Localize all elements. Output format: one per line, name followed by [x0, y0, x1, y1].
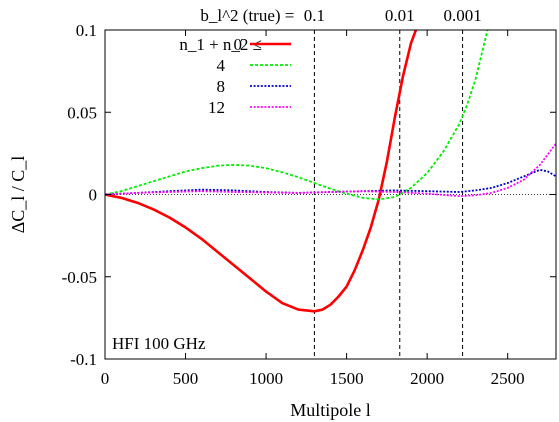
series-line-0 [105, 30, 418, 313]
y-tick-label-0: -0.1 [70, 350, 97, 369]
y-tick-label-2: 0 [89, 186, 98, 205]
x-tick-label-4: 2000 [410, 369, 444, 388]
series-line-4 [105, 30, 489, 201]
y-tick-label-1: -0.05 [62, 268, 97, 287]
series-line-12 [105, 142, 556, 198]
x-tick-label-1: 500 [173, 369, 199, 388]
legend-label-12: 12 [208, 98, 225, 117]
top-axis-label: b_l^2 (true) = [200, 6, 294, 25]
y-axis-label: ΔC_l / C_l [8, 156, 28, 234]
top-axis-tick-label-0: 0.1 [304, 6, 325, 25]
y-tick-label-3: 0.05 [67, 103, 97, 122]
series-line-8 [105, 168, 556, 196]
y-tick-label-4: 0.1 [76, 21, 97, 40]
top-axis-tick-label-2: 0.001 [443, 6, 481, 25]
x-tick-label-3: 1500 [330, 369, 364, 388]
series-group [105, 30, 556, 313]
top-axis-tick-label-1: 0.01 [385, 6, 415, 25]
x-tick-label-5: 2500 [491, 369, 525, 388]
x-axis-label: Multipole l [290, 400, 371, 420]
x-tick-label-2: 1000 [249, 369, 283, 388]
legend-label-8: 8 [217, 77, 226, 96]
legend-label-4: 4 [217, 56, 226, 75]
plot-marks: 0 500 1000 1500 2000 2500 -0.1 -0.05 0 0.05 0.1 Mul… [8, 6, 557, 420]
x-tick-label-0: 0 [101, 369, 110, 388]
legend-title: n_1 + n_2 ≤ [179, 35, 262, 54]
legend-label-0: 0 [234, 35, 243, 54]
panel-annotation: HFI 100 GHz [112, 334, 206, 353]
